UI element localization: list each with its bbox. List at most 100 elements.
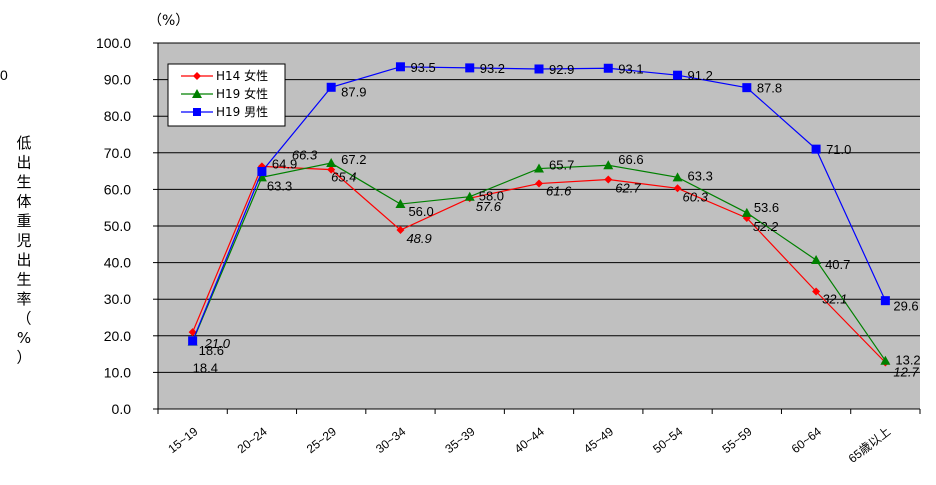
data-point-square: [603, 63, 613, 73]
data-label: 40.7: [825, 257, 850, 272]
legend-label: H14 女性: [216, 68, 268, 83]
y-axis-label-char: 率: [16, 290, 31, 308]
data-point-diamond: [673, 184, 682, 193]
data-point-square: [188, 336, 198, 346]
unit-label: （%）: [148, 13, 189, 29]
data-point-triangle: [464, 191, 475, 201]
data-label: 32.1: [822, 292, 847, 307]
y-axis-label-char: 生: [16, 173, 31, 191]
data-label: 65.7: [549, 158, 574, 173]
y-axis-label-char: 重: [16, 212, 31, 230]
data-point-triangle: [672, 172, 683, 182]
x-tick-label: 15~19: [165, 424, 200, 456]
data-label: 57.6: [476, 199, 502, 214]
legend-marker-diamond: [193, 72, 201, 80]
data-point-triangle: [534, 163, 544, 173]
y-tick-label: 70.0: [104, 145, 131, 161]
data-label: 61.6: [546, 184, 572, 199]
y-tick-label: 30.0: [104, 291, 131, 307]
data-label: 65.4: [331, 170, 356, 185]
x-tick-label: 20~24: [235, 424, 270, 456]
y-tick-labels: 0.0 10.0 20.0 30.0 40.0 50.0 60.0 70.0 80.0 90.0 1…: [96, 35, 131, 417]
data-label: 63.3: [688, 168, 713, 183]
y-axis-label-char: 出: [16, 154, 31, 172]
y-axis-label-char: 生: [16, 271, 31, 289]
data-label: 48.9: [406, 231, 431, 246]
y-axis-label-char: （: [16, 310, 31, 328]
x-tick-label: 60~64: [789, 424, 824, 456]
data-label: 18.4: [193, 361, 218, 376]
data-point-diamond: [604, 175, 613, 184]
y-tick-label: 40.0: [104, 255, 131, 271]
data-point-square: [465, 63, 475, 73]
series-lines: [187, 62, 891, 367]
x-tick-labels: 15~19 20~24 25~29 30~34 35~39 40~44 45~49 50~54…: [165, 424, 893, 466]
data-point-triangle: [326, 158, 337, 168]
y-tick-label: 10.0: [104, 364, 131, 380]
x-tick-label: 65歳以上: [846, 424, 894, 465]
data-label: 93.1: [618, 61, 643, 76]
legend-marker-square: [193, 108, 201, 116]
x-tick-label: 25~29: [304, 424, 339, 456]
axes: [153, 42, 921, 414]
data-point-diamond: [396, 226, 405, 235]
stray-text: 0: [0, 67, 8, 83]
data-point-diamond: [812, 287, 821, 296]
y-tick-label: 0.0: [112, 401, 132, 417]
data-point-triangle: [741, 207, 752, 217]
data-label: 18.6: [199, 343, 224, 358]
data-label: 71.0: [826, 142, 851, 157]
y-tick-label: 20.0: [104, 328, 131, 344]
x-tick-label: 40~44: [512, 424, 547, 456]
x-tick-label: 55~59: [719, 424, 754, 456]
data-label: 93.2: [480, 61, 505, 76]
y-axis-label-char: %: [17, 329, 31, 347]
x-tick-label: 35~39: [442, 424, 477, 456]
y-tick-label: 60.0: [104, 181, 131, 197]
data-point-diamond: [188, 328, 197, 337]
data-label: 66.3: [292, 147, 318, 162]
data-label: 60.3: [683, 189, 709, 204]
data-point-triangle: [603, 160, 614, 170]
data-label: 21.0: [204, 336, 231, 351]
legend-marker-triangle: [192, 89, 202, 98]
data-label: 64.9: [272, 156, 297, 171]
x-tick-label: 30~34: [373, 424, 408, 456]
y-tick-label: 50.0: [104, 218, 131, 234]
data-point-diamond: [327, 165, 336, 174]
data-label: 56.0: [408, 204, 433, 219]
x-tick-label: 45~49: [581, 424, 616, 456]
data-label: 52.2: [753, 219, 779, 234]
data-label: 66.6: [618, 152, 643, 167]
data-label: 91.2: [688, 68, 713, 83]
legend-box: [167, 63, 286, 127]
x-tick-label: 50~54: [650, 424, 685, 456]
legend: H14 女性 H19 女性 H19 男性: [167, 63, 286, 127]
data-point-triangle: [811, 255, 822, 265]
y-axis-label-char: ）: [16, 349, 31, 367]
y-axis-label-char: 低: [16, 134, 31, 152]
data-point-square: [742, 83, 752, 93]
legend-label: H19 男性: [216, 105, 268, 119]
data-point-triangle: [880, 355, 891, 365]
data-point-square: [534, 64, 544, 74]
data-label: 13.2: [895, 353, 920, 368]
data-point-diamond: [535, 179, 543, 188]
data-label: 63.3: [267, 178, 292, 193]
data-label: 29.6: [893, 299, 918, 314]
data-point-square: [257, 166, 267, 176]
y-tick-label: 80.0: [104, 108, 131, 124]
legend-label: H19 女性: [216, 86, 268, 101]
data-label: 53.6: [754, 200, 779, 215]
data-point-square: [673, 70, 683, 80]
y-tick-label: 100.0: [96, 35, 131, 51]
data-labels: 21.0 66.3 65.4 48.9 57.6 61.6 62.7 60.3 52.2 32.1…: [193, 60, 921, 380]
data-point-square: [395, 62, 405, 72]
data-label: 58.0: [479, 189, 504, 204]
data-label: 62.7: [615, 181, 641, 196]
data-label: 12.7: [893, 365, 919, 380]
y-axis-label-char: 体: [16, 193, 31, 211]
y-axis-label-char: 出: [16, 251, 31, 269]
data-label: 87.8: [757, 81, 782, 96]
